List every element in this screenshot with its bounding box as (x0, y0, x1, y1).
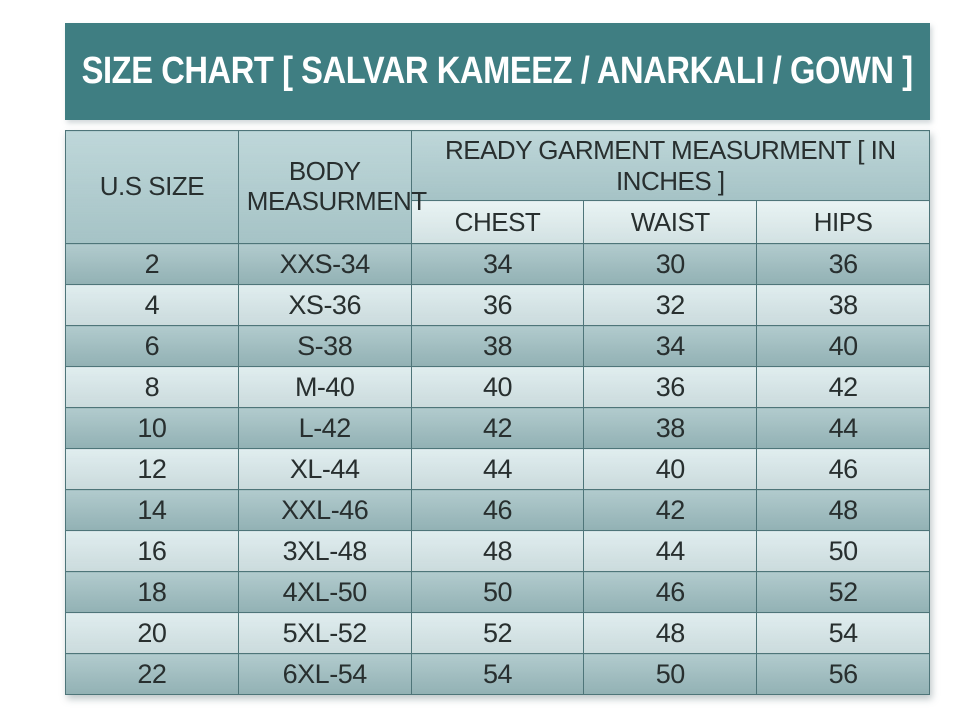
cell-hips: 44 (756, 407, 930, 449)
header-hips: HIPS (756, 200, 930, 244)
cell-waist: 50 (583, 653, 758, 695)
cell-hips: 46 (756, 448, 930, 490)
cell-waist: 30 (583, 243, 758, 285)
cell-hips: 38 (756, 284, 930, 326)
table-row: 18 4XL-50 50 46 52 (65, 571, 930, 613)
cell-body-measurement: L-42 (237, 407, 412, 449)
table-row: 8 M-40 40 36 42 (65, 366, 930, 408)
cell-body-measurement: 3XL-48 (237, 530, 412, 572)
size-table-body: 2 XXS-34 34 30 36 4 XS-36 36 32 38 6 S-38 38 34 40 8 M-4… (65, 243, 930, 695)
cell-us-size: 20 (65, 612, 239, 654)
cell-us-size: 12 (65, 448, 239, 490)
table-row: 2 XXS-34 34 30 36 (65, 243, 930, 285)
cell-chest: 42 (410, 407, 585, 449)
cell-us-size: 22 (65, 653, 239, 695)
table-row: 4 XS-36 36 32 38 (65, 284, 930, 326)
cell-us-size: 6 (65, 325, 239, 367)
cell-hips: 54 (756, 612, 930, 654)
size-chart-table: U.S SIZE BODY MEASURMENT READY GARMENT M… (65, 130, 931, 695)
cell-chest: 44 (410, 448, 585, 490)
cell-chest: 40 (410, 366, 585, 408)
chart-title: SIZE CHART [ SALVAR KAMEEZ / ANARKALI / … (81, 50, 914, 92)
cell-chest: 38 (410, 325, 585, 367)
cell-waist: 44 (583, 530, 758, 572)
cell-waist: 40 (583, 448, 758, 490)
cell-waist: 34 (583, 325, 758, 367)
cell-hips: 42 (756, 366, 930, 408)
cell-hips: 56 (756, 653, 930, 695)
title-bar: SIZE CHART [ SALVAR KAMEEZ / ANARKALI / … (65, 23, 930, 120)
cell-chest: 52 (410, 612, 585, 654)
cell-chest: 46 (410, 489, 585, 531)
cell-body-measurement: S-38 (237, 325, 412, 367)
table-row: 22 6XL-54 54 50 56 (65, 653, 930, 695)
cell-us-size: 4 (65, 284, 239, 326)
header-garment-group: READY GARMENT MEASURMENT [ IN INCHES ] (410, 130, 931, 201)
table-row: 16 3XL-48 48 44 50 (65, 530, 930, 572)
cell-body-measurement: 5XL-52 (237, 612, 412, 654)
page: { "title": "SIZE CHART [ SALVAR KAMEEZ /… (0, 23, 960, 720)
cell-us-size: 8 (65, 366, 239, 408)
header-waist: WAIST (583, 200, 758, 244)
cell-body-measurement: XXS-34 (237, 243, 412, 285)
cell-body-measurement: M-40 (237, 366, 412, 408)
table-row: 14 XXL-46 46 42 48 (65, 489, 930, 531)
table-row: 12 XL-44 44 40 46 (65, 448, 930, 490)
header-us-size: U.S SIZE (65, 130, 239, 244)
header-row-top: U.S SIZE BODY MEASURMENT READY GARMENT M… (65, 130, 931, 244)
table-row: 6 S-38 38 34 40 (65, 325, 930, 367)
cell-us-size: 16 (65, 530, 239, 572)
cell-waist: 48 (583, 612, 758, 654)
cell-us-size: 18 (65, 571, 239, 613)
cell-waist: 42 (583, 489, 758, 531)
cell-waist: 46 (583, 571, 758, 613)
cell-hips: 36 (756, 243, 930, 285)
cell-hips: 52 (756, 571, 930, 613)
cell-body-measurement: XL-44 (237, 448, 412, 490)
cell-waist: 32 (583, 284, 758, 326)
table-row: 20 5XL-52 52 48 54 (65, 612, 930, 654)
cell-body-measurement: 6XL-54 (237, 653, 412, 695)
cell-hips: 40 (756, 325, 930, 367)
header-row-sub: CHEST WAIST HIPS (66, 200, 930, 244)
header-chest: CHEST (410, 200, 585, 244)
cell-chest: 54 (410, 653, 585, 695)
table-row: 10 L-42 42 38 44 (65, 407, 930, 449)
cell-chest: 34 (410, 243, 585, 285)
cell-chest: 48 (410, 530, 585, 572)
cell-us-size: 10 (65, 407, 239, 449)
cell-chest: 36 (410, 284, 585, 326)
cell-us-size: 14 (65, 489, 239, 531)
cell-body-measurement: XS-36 (237, 284, 412, 326)
cell-us-size: 2 (65, 243, 239, 285)
cell-chest: 50 (410, 571, 585, 613)
cell-waist: 38 (583, 407, 758, 449)
cell-body-measurement: 4XL-50 (237, 571, 412, 613)
header-body-measurement: BODY MEASURMENT (237, 130, 427, 244)
cell-hips: 50 (756, 530, 930, 572)
table-header: U.S SIZE BODY MEASURMENT READY GARMENT M… (65, 130, 931, 244)
cell-waist: 36 (583, 366, 758, 408)
size-chart-graphic: SIZE CHART [ SALVAR KAMEEZ / ANARKALI / … (65, 23, 931, 695)
cell-body-measurement: XXL-46 (237, 489, 412, 531)
cell-hips: 48 (756, 489, 930, 531)
